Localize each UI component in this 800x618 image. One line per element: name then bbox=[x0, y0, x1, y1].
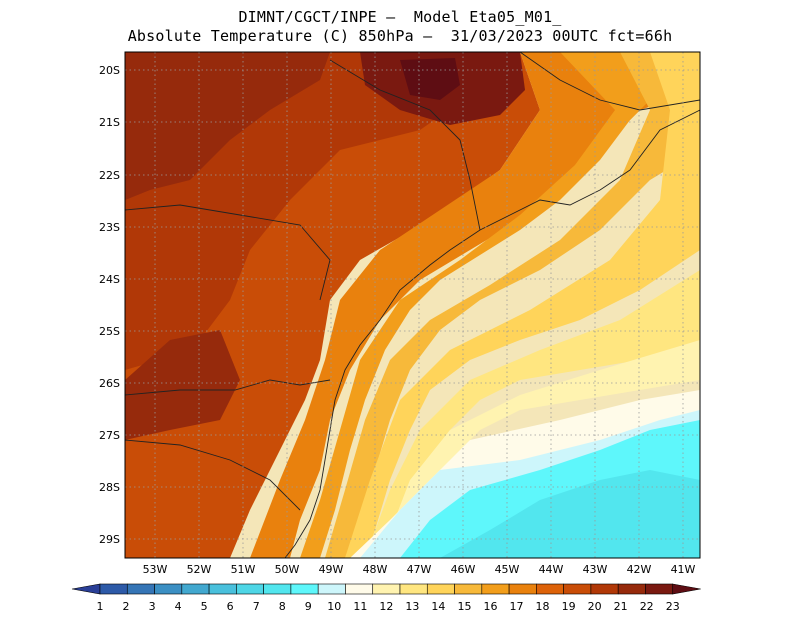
lat-label: 29S bbox=[99, 533, 120, 546]
lon-label: 44W bbox=[539, 563, 564, 576]
band-21b bbox=[125, 330, 240, 440]
colorbar-label: 16 bbox=[483, 600, 497, 613]
chart-title-line2: Absolute Temperature (C) 850hPa – 31/03/… bbox=[127, 27, 673, 45]
colorbar-swatch bbox=[236, 583, 264, 595]
band-14 bbox=[345, 52, 700, 558]
colorbar-arrow-left bbox=[71, 583, 101, 595]
lat-label: 28S bbox=[99, 481, 120, 494]
colorbar-swatch bbox=[399, 583, 428, 595]
colorbar-label: 15 bbox=[457, 600, 471, 613]
lat-label: 22S bbox=[99, 169, 120, 182]
colorbar-swatch bbox=[481, 583, 510, 595]
colorbar-label: 12 bbox=[379, 600, 393, 613]
lon-label: 53W bbox=[143, 563, 168, 576]
colorbar-swatch bbox=[154, 583, 183, 595]
colorbar-swatch bbox=[590, 583, 619, 595]
colorbar-label: 20 bbox=[588, 600, 602, 613]
colorbar-swatch bbox=[181, 583, 210, 595]
colorbar-swatch bbox=[617, 583, 646, 595]
colorbar-label: 21 bbox=[614, 600, 628, 613]
band-12 bbox=[380, 340, 700, 558]
lat-label: 26S bbox=[99, 377, 120, 390]
lon-label: 50W bbox=[275, 563, 300, 576]
lon-label: 46W bbox=[451, 563, 476, 576]
lon-label: 42W bbox=[627, 563, 652, 576]
colorbar-label: 14 bbox=[431, 600, 445, 613]
coastline-borders bbox=[125, 52, 700, 558]
colorbar-label: 4 bbox=[175, 600, 182, 613]
colorbar-swatch bbox=[317, 583, 346, 595]
colorbar-swatch bbox=[372, 583, 401, 595]
colorbar-label: 13 bbox=[405, 600, 419, 613]
band-8 bbox=[440, 470, 700, 558]
lat-axis: 20S 21S 22S 23S 24S 25S 26S 27S 28S 29S bbox=[99, 64, 120, 546]
lon-label: 51W bbox=[231, 563, 256, 576]
band-23 bbox=[400, 58, 460, 100]
lon-label: 45W bbox=[495, 563, 520, 576]
lon-label: 41W bbox=[671, 563, 696, 576]
lat-label: 25S bbox=[99, 325, 120, 338]
colorbar-label: 1 bbox=[97, 600, 104, 613]
colorbar-swatch bbox=[563, 583, 592, 595]
lat-label: 24S bbox=[99, 273, 120, 286]
lat-label: 20S bbox=[99, 64, 120, 77]
colorbar-swatch bbox=[645, 583, 674, 595]
colorbar-label: 23 bbox=[666, 600, 680, 613]
colorbar-swatch bbox=[263, 583, 292, 595]
lon-label: 47W bbox=[407, 563, 432, 576]
band-13 bbox=[365, 270, 700, 558]
lon-label: 49W bbox=[319, 563, 344, 576]
colorbar: 1 2 3 4 5 6 7 8 9 10 11 12 13 14 15 16 17 18 19 20 21 22 23 bbox=[71, 583, 701, 613]
colorbar-swatch bbox=[426, 583, 455, 595]
colorbar-label: 18 bbox=[536, 600, 550, 613]
colorbar-label: 5 bbox=[201, 600, 208, 613]
colorbar-label: 7 bbox=[253, 600, 260, 613]
colorbar-label: 6 bbox=[227, 600, 234, 613]
colorbar-label: 19 bbox=[562, 600, 576, 613]
colorbar-swatch bbox=[290, 583, 319, 595]
colorbar-label: 9 bbox=[305, 600, 312, 613]
chart-title-line1: DIMNT/CGCT/INPE – Model Eta05_M01_ bbox=[238, 8, 562, 26]
colorbar-swatch bbox=[345, 583, 374, 595]
lon-axis: 53W 52W 51W 50W 49W 48W 47W 46W 45W 44W … bbox=[143, 563, 696, 576]
lat-label: 23S bbox=[99, 221, 120, 234]
colorbar-swatch bbox=[536, 583, 564, 595]
colorbar-swatch bbox=[454, 583, 483, 595]
colorbar-arrow-right bbox=[672, 583, 701, 595]
lat-label: 21S bbox=[99, 116, 120, 129]
map-frame bbox=[124, 51, 701, 559]
colorbar-label: 10 bbox=[327, 600, 341, 613]
colorbar-label: 17 bbox=[510, 600, 524, 613]
colorbar-label: 3 bbox=[149, 600, 156, 613]
colorbar-label: 11 bbox=[353, 600, 367, 613]
temperature-field bbox=[125, 52, 700, 558]
colorbar-label: 2 bbox=[123, 600, 130, 613]
colorbar-swatch bbox=[208, 583, 237, 595]
lon-label: 43W bbox=[583, 563, 608, 576]
colorbar-swatch bbox=[508, 583, 537, 595]
graticule bbox=[125, 52, 700, 558]
colorbar-label: 8 bbox=[279, 600, 286, 613]
colorbar-swatch bbox=[126, 583, 155, 595]
band-21 bbox=[125, 52, 330, 200]
colorbar-label: 22 bbox=[640, 600, 654, 613]
lon-label: 52W bbox=[187, 563, 212, 576]
colorbar-swatch bbox=[99, 583, 128, 595]
lat-label: 27S bbox=[99, 429, 120, 442]
lon-label: 48W bbox=[363, 563, 388, 576]
